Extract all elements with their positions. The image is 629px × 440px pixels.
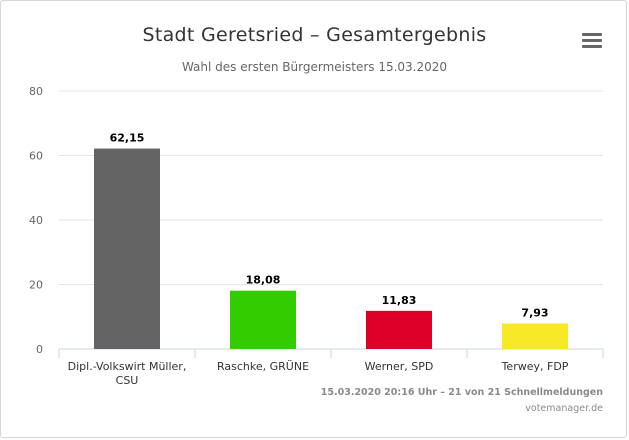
y-tick-label: 20 [29, 279, 43, 292]
y-tick-label: 60 [29, 150, 43, 163]
chart-subtitle: Wahl des ersten Bürgermeisters 15.03.202… [181, 60, 448, 74]
chart-title: Stadt Geretsried – Gesamtergebnis [142, 24, 487, 46]
credits-source[interactable]: votemanager.de [525, 403, 603, 414]
data-label: 11,83 [382, 294, 417, 307]
bar[interactable] [94, 148, 160, 349]
y-tick-label: 80 [29, 85, 43, 98]
bar[interactable] [502, 323, 568, 349]
bar[interactable] [230, 290, 296, 349]
category-label: Werner, SPD [365, 360, 434, 373]
category-label: Terwey, FDP [501, 360, 569, 373]
category-label: Dipl.-Volkswirt Müller, CSU [68, 360, 187, 387]
data-label: 7,93 [521, 306, 548, 319]
y-tick-label: 40 [29, 214, 43, 227]
credits-status: 15.03.2020 20:16 Uhr – 21 von 21 Schnell… [320, 387, 603, 398]
data-label: 18,08 [246, 274, 281, 287]
bar[interactable] [366, 310, 432, 349]
hamburger-menu-icon[interactable] [582, 33, 602, 49]
category-label: Raschke, GRÜNE [217, 360, 309, 373]
data-label: 62,15 [110, 132, 145, 145]
y-tick-label: 0 [36, 343, 43, 356]
